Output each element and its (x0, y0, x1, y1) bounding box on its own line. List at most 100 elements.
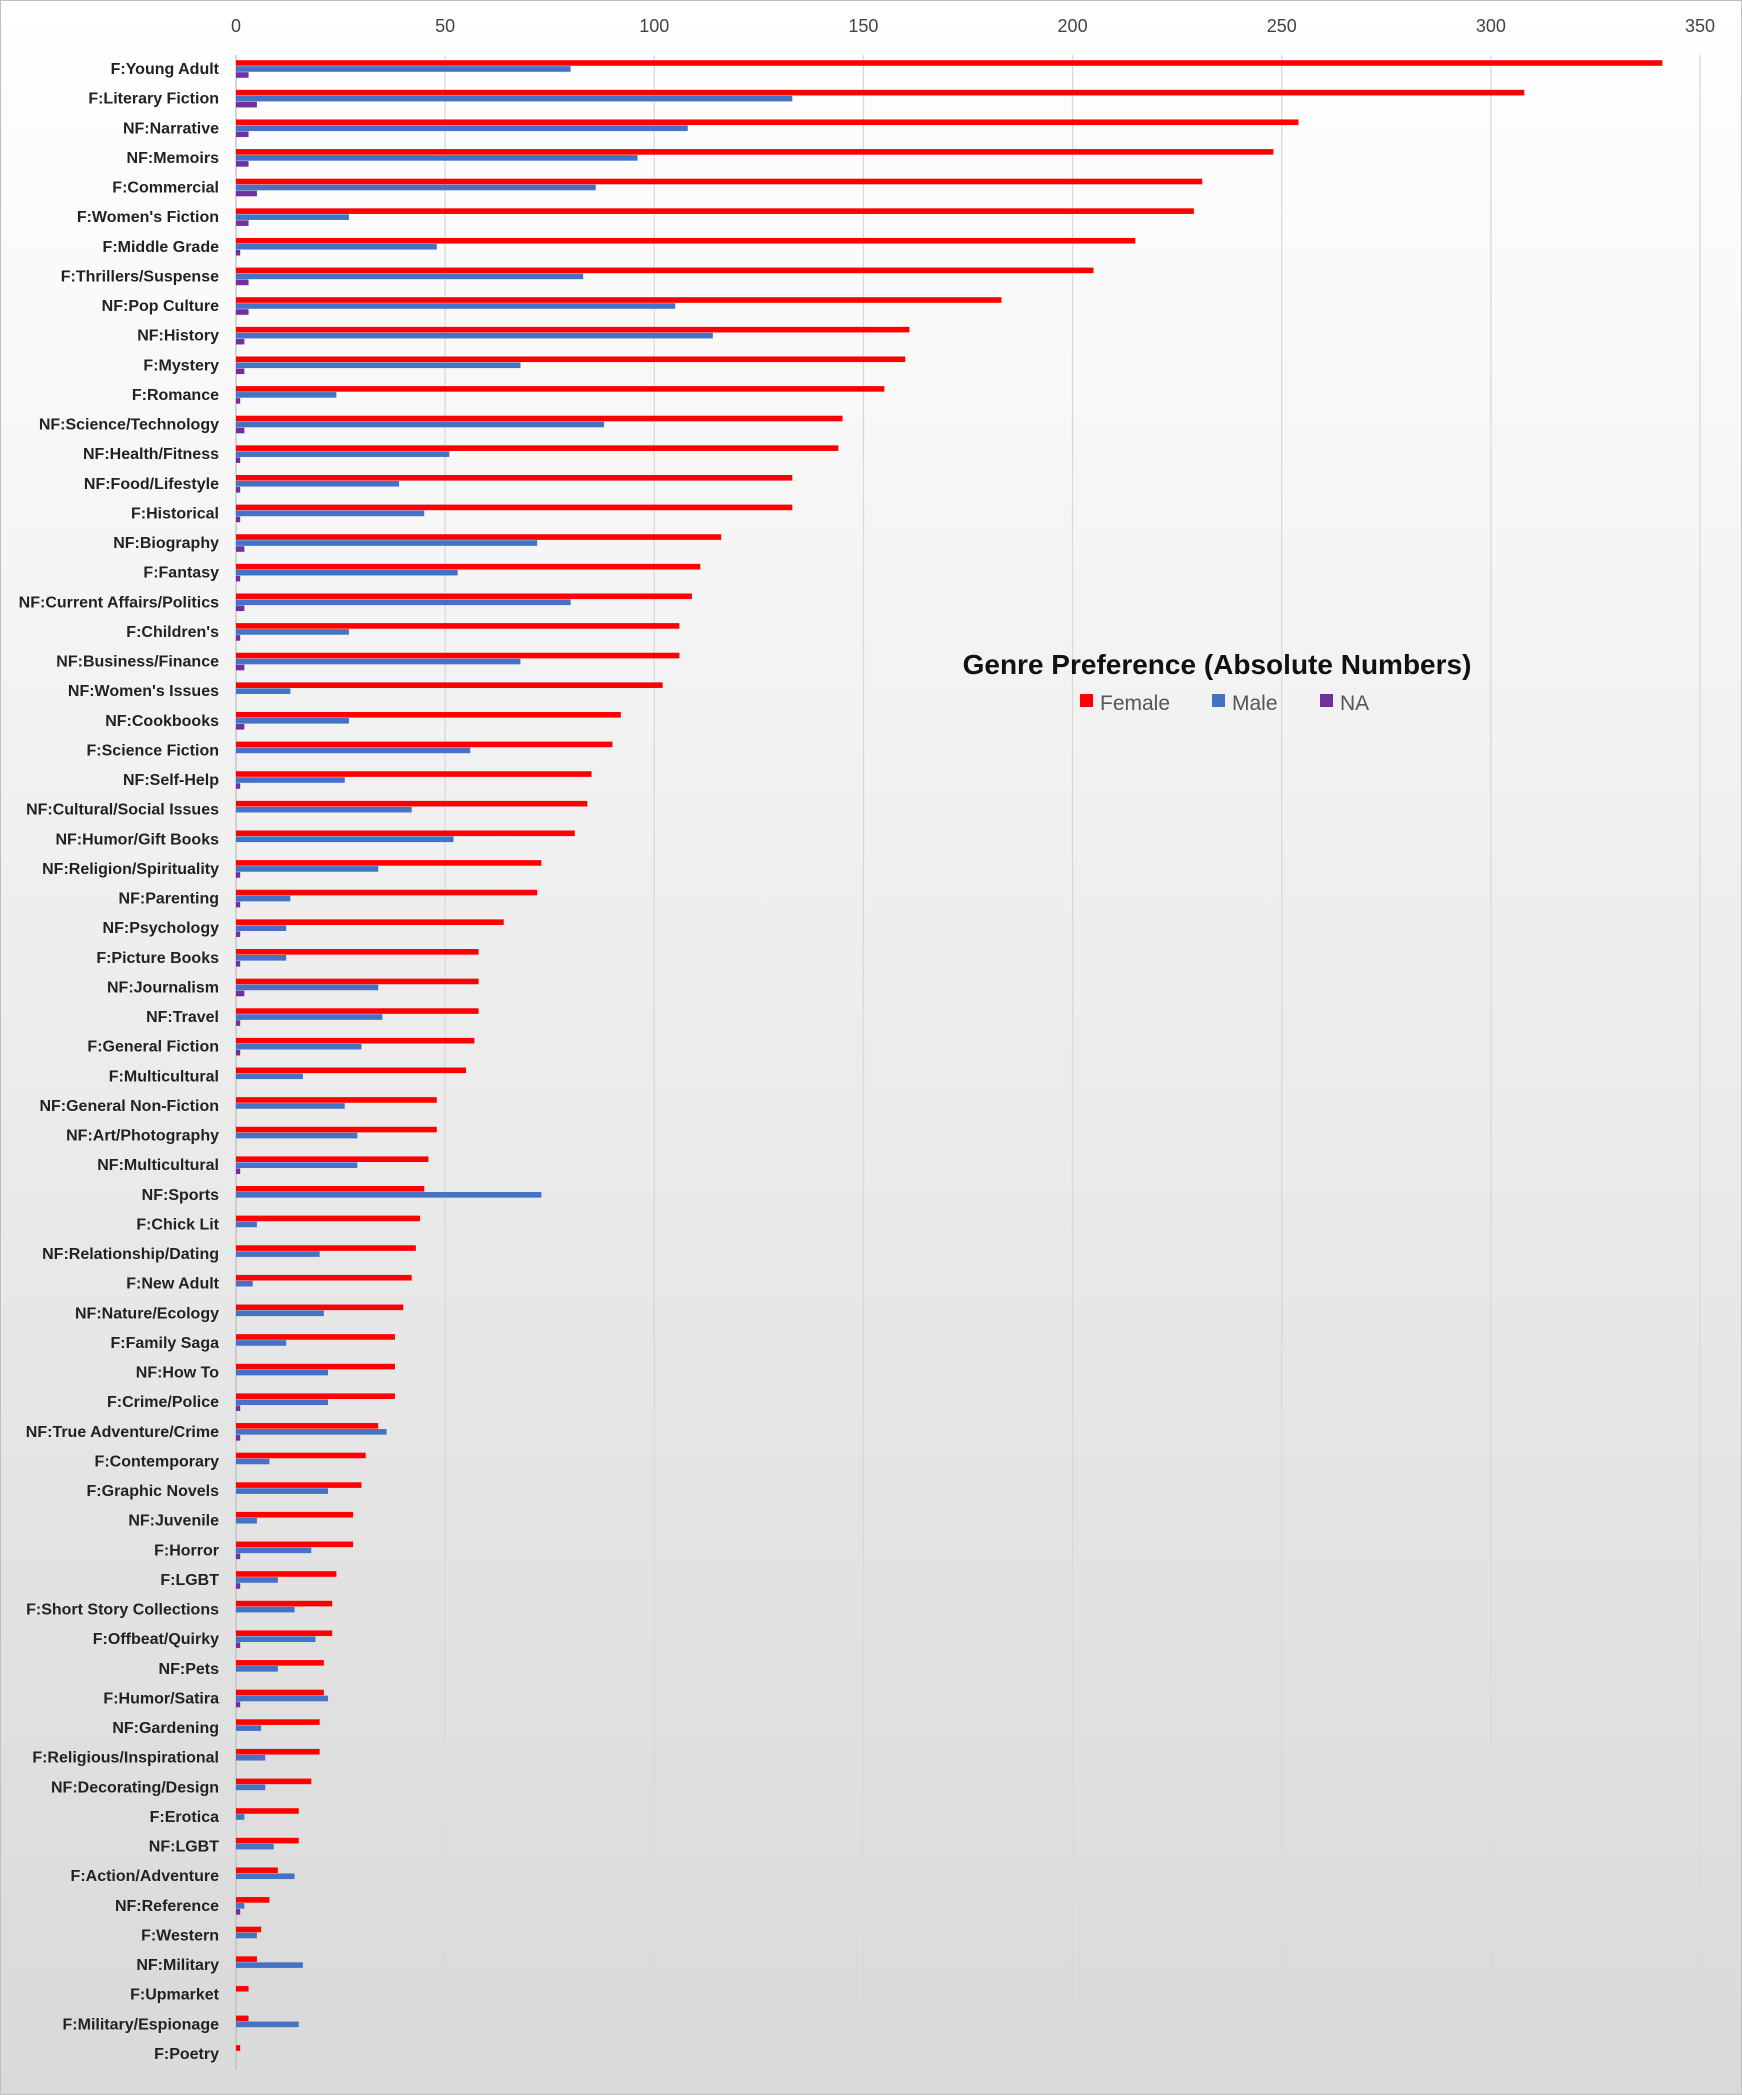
bar-na (236, 783, 241, 789)
bar-male (236, 629, 349, 635)
bar-male (236, 303, 676, 309)
category-label: F:Contemporary (95, 1453, 220, 1470)
bar-na (236, 190, 257, 197)
category-label: F:LGBT (160, 1572, 219, 1589)
bar-male (236, 1636, 316, 1643)
category-label: F:Middle Grade (103, 239, 220, 256)
bar-female (236, 1156, 429, 1162)
bar-male (236, 747, 471, 754)
bar-female (236, 1600, 333, 1607)
bar-na (236, 901, 241, 908)
bar-na (236, 398, 241, 404)
category-label: F:Horror (154, 1542, 219, 1559)
bar-female (236, 208, 1194, 214)
bar-male (236, 1458, 270, 1465)
x-tick-label: 150 (848, 16, 878, 36)
bar-female (236, 830, 575, 837)
category-label: F:Children's (126, 624, 219, 641)
bar-na (236, 1435, 241, 1441)
bar-male (236, 1814, 245, 1820)
bar-male (236, 658, 521, 665)
bar-na (236, 486, 241, 493)
bar-na (236, 161, 249, 167)
category-label: F:Thrillers/Suspense (61, 268, 219, 285)
bar-female (236, 1837, 299, 1844)
bar-female (236, 889, 538, 896)
bar-male (236, 2021, 299, 2028)
category-label: NF:Cultural/Social Issues (26, 802, 219, 819)
bar-female (236, 1215, 421, 1222)
bar-male (236, 777, 345, 783)
bar-female (236, 1660, 324, 1666)
bar-male (236, 1725, 262, 1731)
bar-female (236, 326, 910, 333)
bar-na (236, 546, 245, 552)
bar-male (236, 1547, 312, 1554)
bar-male (236, 421, 605, 428)
legend-swatch-male (1212, 694, 1225, 707)
bar-female (236, 1897, 270, 1903)
category-label: NF:Memoirs (127, 150, 220, 167)
bar-male (236, 599, 571, 606)
bar-male (236, 1369, 329, 1376)
category-label: F:Young Adult (111, 61, 220, 78)
bar-male (236, 540, 538, 546)
bar-male (236, 1162, 358, 1168)
bar-female (236, 800, 588, 807)
bar-female (236, 1630, 333, 1637)
bar-male (236, 155, 638, 161)
bar-male (236, 332, 713, 339)
bar-male (236, 1488, 329, 1494)
category-label: NF:Pop Culture (102, 298, 219, 315)
bar-male (236, 1221, 257, 1228)
bar-female (236, 415, 843, 422)
legend-label-male: Male (1232, 692, 1278, 715)
bar-female (236, 919, 504, 925)
bar-female (236, 1067, 467, 1074)
bar-female (236, 1037, 475, 1044)
bar-female (236, 1748, 320, 1755)
bar-male (236, 1873, 295, 1880)
category-label: F:Women's Fiction (77, 209, 219, 226)
bar-female (236, 149, 1274, 155)
bar-female (236, 771, 592, 777)
category-label: NF:Multicultural (97, 1157, 219, 1174)
bar-female (236, 504, 793, 511)
category-label: NF:Health/Fitness (83, 446, 219, 463)
bar-female (236, 1689, 324, 1696)
category-label: F:Fantasy (143, 565, 219, 582)
category-label: NF:Nature/Ecology (75, 1305, 219, 1322)
category-label: F:Crime/Police (107, 1394, 219, 1411)
bar-female (236, 2015, 249, 2022)
bar-na (236, 1701, 241, 1708)
category-label: NF:Cookbooks (105, 713, 219, 730)
bar-male (236, 1843, 274, 1850)
bar-male (236, 895, 291, 902)
bar-na (236, 249, 241, 256)
x-tick-label: 350 (1685, 16, 1715, 36)
bar-male (236, 1280, 253, 1287)
x-tick-label: 100 (639, 16, 669, 36)
bar-na (236, 1020, 241, 1026)
category-label: F:Science Fiction (87, 742, 219, 759)
category-label: NF:Art/Photography (66, 1128, 219, 1145)
bar-female (236, 1423, 379, 1429)
bar-female (236, 1008, 479, 1014)
bar-female (236, 741, 613, 748)
category-label: NF:Juvenile (128, 1513, 219, 1530)
category-label: NF:Women's Issues (68, 683, 219, 700)
category-label: F:Graphic Novels (87, 1483, 220, 1500)
category-label: NF:Business/Finance (56, 654, 219, 671)
category-label: NF:Religion/Spirituality (42, 861, 219, 878)
category-label: NF:Pets (159, 1661, 220, 1678)
category-label: NF:Military (136, 1957, 219, 1974)
legend-swatch-na (1320, 694, 1333, 707)
bar-male (236, 1014, 383, 1020)
bar-male (236, 925, 287, 931)
x-tick-label: 250 (1267, 16, 1297, 36)
legend: Female Male NA (1080, 692, 1369, 715)
bar-male (236, 184, 596, 191)
bar-male (236, 717, 349, 724)
bar-male (236, 1666, 278, 1672)
